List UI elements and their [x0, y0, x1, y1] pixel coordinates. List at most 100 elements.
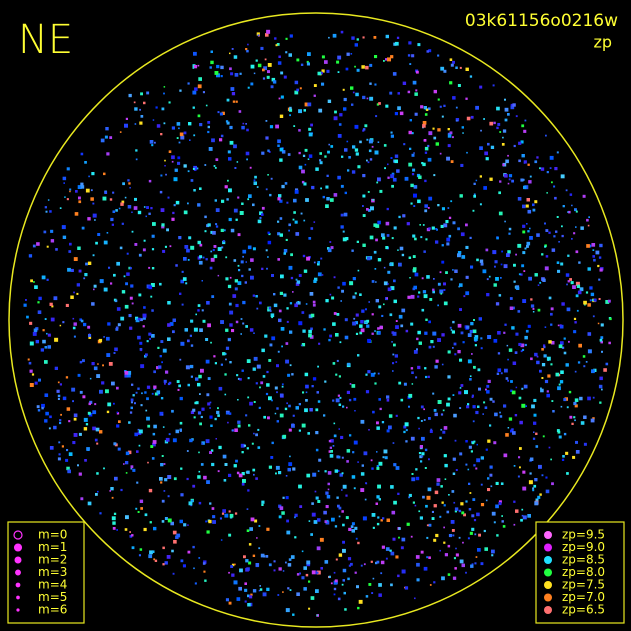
star	[160, 133, 163, 136]
star	[376, 495, 380, 499]
star	[198, 470, 201, 473]
star	[563, 337, 566, 340]
star	[431, 517, 435, 520]
star	[484, 547, 488, 551]
star	[188, 501, 193, 506]
star	[421, 436, 425, 441]
star	[185, 365, 190, 370]
star	[230, 72, 234, 76]
star	[137, 511, 140, 513]
star	[447, 573, 451, 576]
star	[599, 243, 603, 248]
star	[586, 244, 590, 248]
star	[167, 518, 172, 523]
star	[69, 190, 71, 193]
star	[580, 421, 585, 425]
star	[410, 294, 415, 299]
star	[69, 188, 72, 191]
star	[197, 114, 201, 118]
star	[93, 366, 98, 371]
star	[420, 460, 423, 463]
star	[269, 125, 274, 129]
star	[258, 525, 261, 527]
star	[463, 295, 466, 298]
star	[164, 159, 166, 162]
star	[289, 455, 291, 458]
star	[372, 526, 375, 529]
star	[300, 63, 304, 66]
star	[266, 267, 268, 270]
star	[308, 132, 313, 137]
star	[498, 191, 501, 195]
star	[451, 529, 455, 532]
star	[192, 67, 195, 69]
star	[507, 250, 511, 254]
star	[337, 134, 342, 138]
star	[394, 154, 399, 158]
star	[397, 492, 400, 495]
star	[167, 495, 170, 498]
star	[59, 324, 62, 327]
star	[346, 52, 350, 56]
star	[58, 453, 61, 456]
star	[353, 317, 356, 320]
star	[361, 464, 364, 467]
star	[512, 103, 516, 107]
star	[101, 381, 105, 385]
star	[147, 424, 151, 428]
star	[209, 502, 212, 505]
star	[302, 254, 306, 258]
star	[27, 358, 30, 361]
star	[231, 48, 234, 50]
star	[345, 237, 349, 241]
star	[365, 373, 368, 376]
star	[77, 464, 79, 467]
star	[341, 456, 344, 459]
star	[411, 477, 416, 482]
star	[371, 592, 374, 594]
star	[439, 549, 441, 552]
star	[315, 167, 319, 171]
star	[434, 365, 438, 369]
star	[260, 381, 264, 385]
star	[424, 367, 427, 370]
star	[455, 547, 457, 550]
star	[453, 557, 456, 560]
star	[435, 228, 437, 230]
star	[558, 241, 560, 243]
star	[308, 329, 312, 334]
star	[575, 226, 577, 228]
star	[29, 383, 34, 387]
star	[131, 302, 134, 305]
star	[53, 425, 57, 430]
star	[88, 402, 91, 406]
star	[551, 400, 554, 402]
star	[110, 487, 114, 491]
star	[153, 526, 157, 531]
star	[146, 416, 150, 421]
star	[225, 120, 229, 123]
star	[153, 558, 156, 561]
star	[345, 516, 349, 520]
star	[215, 208, 220, 212]
star	[560, 174, 565, 179]
star	[546, 390, 549, 393]
star	[94, 403, 97, 406]
star	[454, 269, 458, 273]
star	[224, 373, 227, 376]
star	[393, 343, 396, 347]
star	[436, 482, 440, 486]
star	[574, 398, 579, 402]
star	[386, 395, 390, 399]
star	[247, 396, 250, 399]
star	[61, 445, 64, 448]
star	[366, 324, 370, 328]
star	[303, 566, 307, 570]
star	[295, 278, 298, 281]
star	[239, 72, 242, 75]
star	[235, 218, 238, 221]
star	[460, 331, 464, 335]
star	[329, 446, 332, 449]
star	[253, 179, 256, 182]
star	[296, 592, 300, 596]
